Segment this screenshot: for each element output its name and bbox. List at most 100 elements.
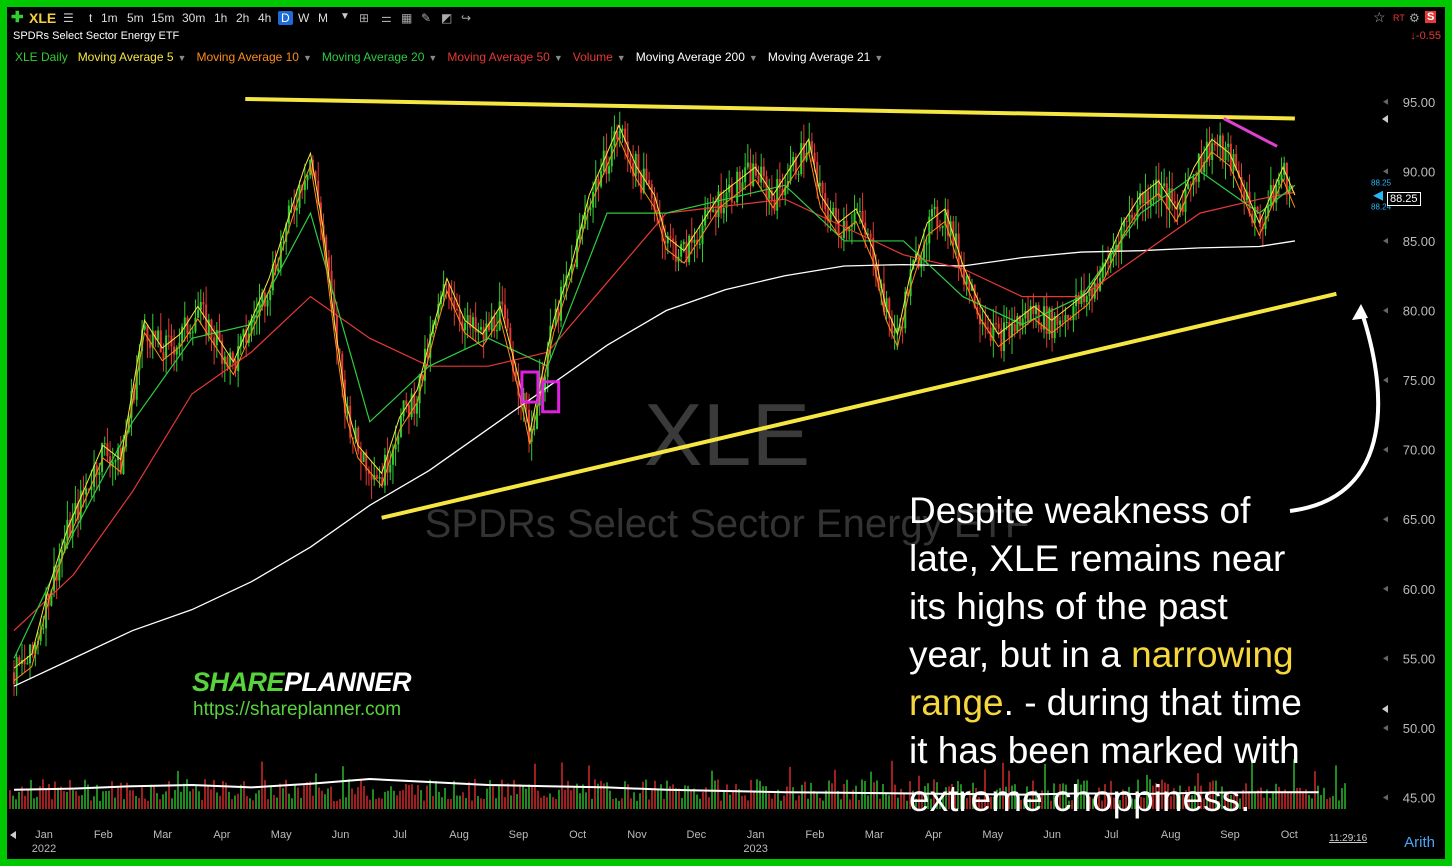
volume-bar [705,787,707,809]
volume-bar [1230,795,1232,809]
volume-bar [165,791,167,809]
volume-bar [177,770,179,809]
volume-bar [1086,780,1088,809]
indicator-item[interactable]: Volume ▼ [572,50,626,64]
volume-bar [273,794,275,809]
timeframe-4h[interactable]: 4h [258,11,272,25]
indicator-item[interactable]: Moving Average 21 ▼ [767,50,884,64]
volume-bar [1203,798,1205,809]
candle-body [1264,216,1267,230]
sliders-icon[interactable]: ⚌ [381,11,392,25]
volume-bar [1080,784,1082,809]
indicators-icon[interactable]: ⊞ [359,11,370,25]
last-price-lower: 88.24 [1371,203,1392,212]
candle-body [514,371,517,381]
timeframe-1m[interactable]: 1m [101,11,118,25]
price-chart[interactable]: XLE SPDRs Select Sector Energy ETF 45.00 50… [7,7,1445,859]
timeframe-30m[interactable]: 30m [182,11,206,25]
pencil-icon[interactable]: ✎ [421,11,432,25]
candle-body [861,210,864,223]
x-tick-label: Jun [332,829,350,841]
indicator-item[interactable]: XLE Daily [15,50,68,64]
candle-body [1056,316,1059,325]
volume-bar [270,785,272,809]
volume-bar [1176,795,1178,809]
timeframe-2h[interactable]: 2h [236,11,250,25]
volume-bar [69,779,71,809]
volume-bar [900,788,902,809]
draw-tools-icon[interactable]: ◩ [441,11,453,25]
indicator-item[interactable]: Moving Average 5 ▼ [77,50,187,64]
volume-bar [1050,800,1052,809]
volume-bar [909,781,911,809]
chevron-down-icon[interactable]: ▼ [428,53,438,63]
timeframe-5m[interactable]: 5m [127,11,144,25]
chevron-down-icon[interactable]: ▼ [616,53,626,63]
volume-bar [984,769,986,809]
volume-bar [1089,796,1091,809]
ticker-symbol[interactable]: XLE [29,10,57,26]
indicator-item[interactable]: Moving Average 20 ▼ [321,50,438,64]
volume-bar [765,786,767,809]
candle-body [181,326,184,343]
candle-body [682,241,685,245]
sma5-line [13,124,1296,669]
website-link[interactable]: https://shareplanner.com [193,699,402,720]
volume-bar [237,793,239,809]
volume-bar [543,795,545,809]
candle-body [1021,318,1024,327]
volume-bar [498,784,500,809]
volume-bar [1272,791,1274,809]
instrument-name: SPDRs Select Sector Energy ETF [13,30,180,42]
volume-bar [201,799,203,809]
volume-bar [825,790,827,809]
indicator-item[interactable]: Moving Average 200 ▼ [635,50,758,64]
volume-bar [1083,780,1085,809]
candle-body [287,205,290,224]
scale-mode-button[interactable]: Arith [1404,834,1435,851]
chevron-down-icon[interactable]: ▼ [553,53,563,63]
candle-body [722,207,725,214]
volume-bar [216,792,218,809]
volume-bar [246,796,248,809]
chevron-down-icon[interactable]: ▼ [340,11,350,22]
share-icon[interactable]: ↪ [461,11,472,25]
volume-bar [1098,787,1100,809]
timeframe-1h[interactable]: 1h [214,11,228,25]
alert-icon[interactable]: S [1425,11,1437,23]
y-tick-mark [1383,794,1388,801]
calculator-icon[interactable]: ▦ [401,11,413,25]
candle-body [450,297,453,301]
settings-icon[interactable]: ⚙ [1409,11,1420,25]
star-icon[interactable]: ☆ [1373,9,1386,25]
candle-body [757,175,760,183]
chevron-down-icon[interactable]: ▼ [302,53,312,63]
timeframe-M[interactable]: M [318,11,328,25]
candle-body [920,258,923,268]
plus-icon[interactable]: ✚ [11,9,24,26]
chevron-down-icon[interactable]: ▼ [874,53,884,63]
chevron-down-icon[interactable]: ▼ [177,53,187,63]
candle-body [394,444,397,450]
y-tick-mark [1383,724,1388,731]
volume-bar [1221,786,1223,809]
volume-bar [579,793,581,809]
list-icon[interactable]: ☰ [63,11,74,25]
volume-bar [555,798,557,809]
timeframe-W[interactable]: W [298,11,310,25]
volume-bar [537,790,539,809]
volume-bar [618,800,620,809]
volume-bar [675,788,677,809]
timeframe-D[interactable]: D [278,11,293,25]
timeframe-15m[interactable]: 15m [151,11,175,25]
candle-body [837,219,840,236]
volume-bar [1092,798,1094,809]
indicator-item[interactable]: Moving Average 10 ▼ [196,50,312,64]
volume-bar [369,799,371,809]
chevron-down-icon[interactable]: ▼ [748,53,758,63]
candle-body [666,236,669,244]
timeframe-t[interactable]: t [89,11,93,25]
volume-bar [810,782,812,809]
indicator-item[interactable]: Moving Average 50 ▼ [447,50,563,64]
volume-bar [93,796,95,809]
